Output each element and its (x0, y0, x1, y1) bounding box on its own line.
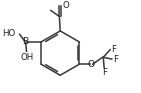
Text: HO: HO (2, 29, 15, 38)
Text: OH: OH (21, 53, 34, 62)
Text: F: F (111, 45, 116, 54)
Text: O: O (62, 1, 69, 10)
Text: O: O (88, 60, 95, 69)
Text: B: B (23, 37, 29, 46)
Text: F: F (113, 55, 118, 64)
Text: F: F (102, 68, 107, 77)
